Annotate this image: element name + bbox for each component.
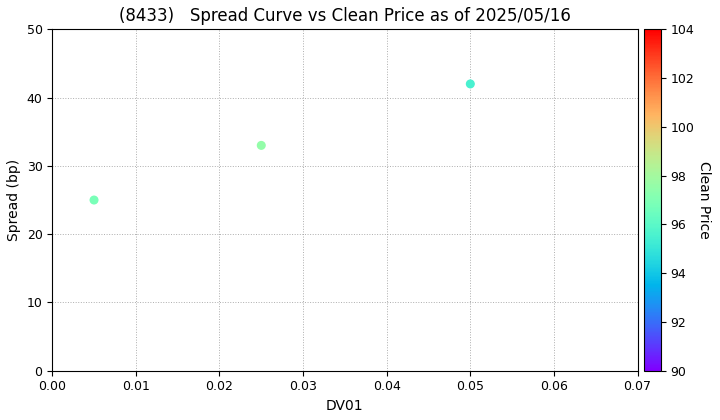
X-axis label: DV01: DV01 bbox=[326, 399, 364, 413]
Y-axis label: Spread (bp): Spread (bp) bbox=[7, 159, 21, 241]
Point bbox=[256, 142, 267, 149]
Point bbox=[464, 81, 476, 87]
Y-axis label: Clean Price: Clean Price bbox=[697, 161, 711, 239]
Point bbox=[89, 197, 100, 203]
Title: (8433)   Spread Curve vs Clean Price as of 2025/05/16: (8433) Spread Curve vs Clean Price as of… bbox=[119, 7, 571, 25]
